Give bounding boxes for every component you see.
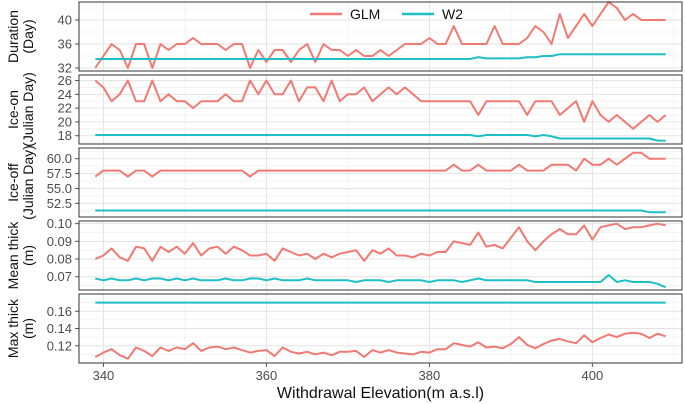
legend-item-glm: GLM [310, 6, 380, 22]
panel-4: 0.07 0.08 0.09 0.10 Mean thick(m) [5, 216, 683, 291]
y-tick-label: 0.14 [47, 321, 72, 336]
y-tick-label: 0.08 [47, 252, 72, 267]
y-tick-label: 36 [58, 37, 72, 52]
y-axis-label-line: Mean thick [5, 221, 21, 290]
y-tick-label: 22 [58, 101, 72, 116]
y-axis-label: Max thick(m) [5, 298, 36, 358]
y-tick-label: 18 [58, 128, 72, 143]
y-axis-label-line: (m) [20, 245, 36, 266]
panels-layer: 323640Duration(Day)1820222426Ice-on(Juli… [5, 1, 683, 364]
panel-border [78, 220, 683, 291]
y-tick-label: 0.10 [47, 216, 72, 231]
series-line-w2 [95, 53, 666, 60]
legend-item-w2: W2 [402, 6, 463, 22]
series-line-w2 [95, 134, 666, 142]
y-tick-label: 40 [58, 13, 72, 28]
y-axis-label-line: Duration [5, 10, 21, 63]
y-tick-label: 32 [58, 61, 72, 76]
y-tick-label: 55.0 [47, 181, 72, 196]
legend-label: W2 [442, 6, 463, 22]
y-axis-label: Ice-on(Julian Day) [5, 72, 36, 147]
y-tick-label: 0.16 [47, 304, 72, 319]
y-tick-label: 57.5 [47, 166, 72, 181]
y-tick-label: 20 [58, 114, 72, 129]
legend-label: GLM [350, 6, 380, 22]
panel-3: 52.555.057.560.0 Ice-off(Julian Day) [5, 145, 683, 220]
x-tick-label: 380 [419, 368, 441, 383]
panel-border [78, 74, 683, 145]
panel-border [78, 1, 683, 72]
y-tick-label: 0.12 [47, 338, 72, 353]
y-tick-label: 60.0 [47, 151, 72, 166]
y-tick-label: 52.5 [47, 196, 72, 211]
y-axis-label: Duration(Day) [5, 10, 36, 63]
series-line-glm [94, 151, 666, 178]
legend: GLM W2 [310, 6, 463, 22]
series-line-w2 [95, 274, 667, 289]
y-axis-label-line: Max thick [5, 298, 21, 358]
x-tick-label: 340 [93, 368, 115, 383]
panel-5: 0.12 0.14 0.16 Max thick(m) [5, 293, 683, 364]
series-line-glm [94, 222, 666, 262]
series-line-glm [94, 1, 666, 69]
y-tick-label: 0.07 [47, 269, 72, 284]
series-line-glm [94, 331, 667, 360]
y-axis-label: Mean thick(m) [5, 221, 36, 290]
panel-background [79, 148, 682, 217]
y-axis-label-line: (Julian Day) [20, 145, 36, 220]
y-tick-label: 0.09 [47, 234, 72, 249]
y-axis-label-line: Ice-off [5, 163, 21, 202]
y-axis-label: Ice-off(Julian Day) [5, 145, 36, 220]
panel-1: 32 36 40 Duration(Day) [5, 1, 683, 76]
x-axis: 340 360 380 400 Withdrawal Elevation(m a.s.l… [93, 363, 604, 402]
y-axis-label-line: (Julian Day) [20, 72, 36, 147]
x-tick-label: 400 [582, 368, 604, 383]
y-axis-label-line: (Day) [20, 19, 36, 53]
panel-background [79, 75, 682, 144]
x-axis-label: Withdrawal Elevation(m a.s.l) [277, 385, 484, 402]
y-tick-label: 24 [58, 87, 72, 102]
panel-background [79, 2, 682, 71]
y-axis-label-line: (m) [20, 318, 36, 339]
panel-border [78, 147, 683, 218]
series-line-w2 [95, 209, 666, 214]
series-line-glm [94, 79, 667, 130]
x-tick-label: 360 [256, 368, 278, 383]
y-axis-label-line: Ice-on [5, 90, 21, 129]
panel-border [78, 293, 683, 364]
y-tick-label: 26 [58, 73, 72, 88]
